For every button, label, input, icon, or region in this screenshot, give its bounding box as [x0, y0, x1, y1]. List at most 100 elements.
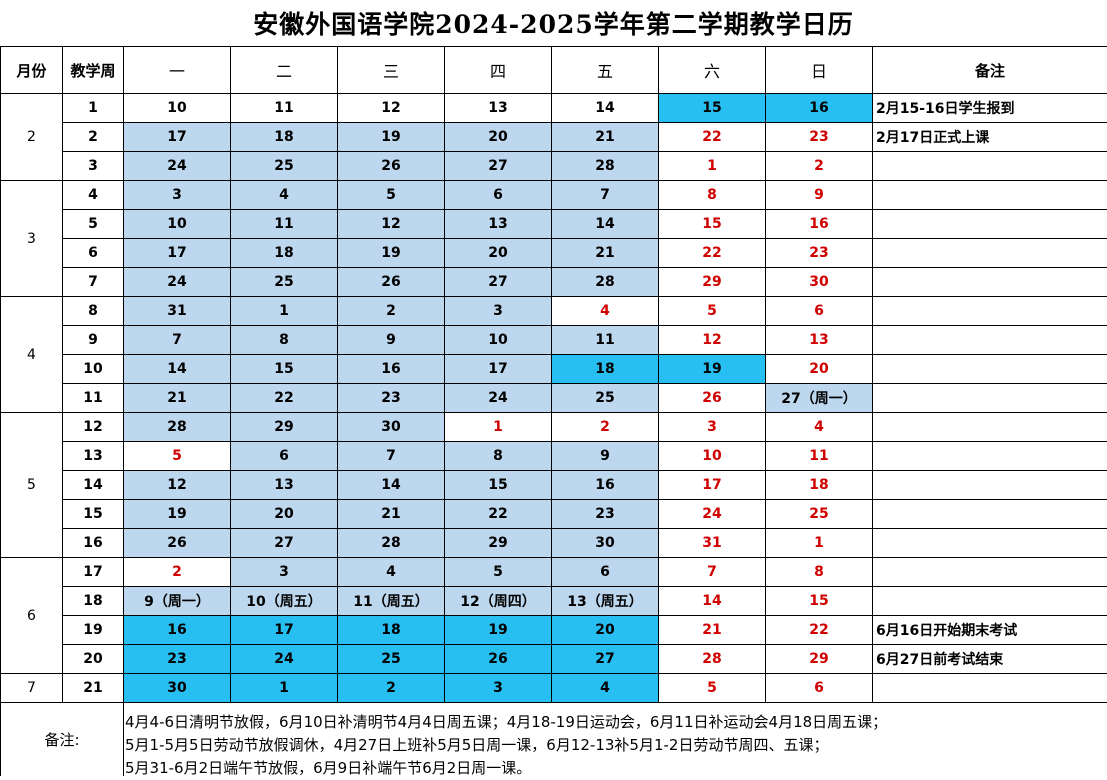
week-number: 20: [62, 644, 124, 674]
day-cell: 16: [765, 209, 873, 239]
day-cell: 7: [337, 441, 445, 471]
day-cell: 18: [230, 122, 338, 152]
month-cell: 3: [0, 180, 63, 297]
day-cell: 2: [123, 557, 231, 587]
week-note: [872, 586, 1107, 616]
header-thu: 四: [444, 46, 552, 94]
week-number: 6: [62, 238, 124, 268]
week-number: 5: [62, 209, 124, 239]
month-cell: 2: [0, 93, 63, 181]
day-cell: 18: [551, 354, 659, 384]
day-cell: 2: [337, 673, 445, 703]
month-cell: 7: [0, 673, 63, 703]
week-note: [872, 209, 1107, 239]
day-cell: 6: [230, 441, 338, 471]
day-cell: 27: [444, 267, 552, 297]
day-cell: 8: [444, 441, 552, 471]
day-cell: 7: [658, 557, 766, 587]
day-cell: 17: [123, 122, 231, 152]
day-cell: 12: [337, 93, 445, 123]
day-cell: 25: [551, 383, 659, 413]
week-note: [872, 325, 1107, 355]
day-cell: 8: [765, 557, 873, 587]
day-cell: 6: [765, 673, 873, 703]
day-cell: 29: [230, 412, 338, 442]
day-cell: 3: [444, 296, 552, 326]
day-cell: 1: [230, 296, 338, 326]
day-cell: 25: [337, 644, 445, 674]
day-cell: 10: [444, 325, 552, 355]
day-cell: 18: [337, 615, 445, 645]
header-wed: 三: [337, 46, 445, 94]
week-note: [872, 412, 1107, 442]
day-cell: 4: [337, 557, 445, 587]
day-cell: 13: [444, 93, 552, 123]
day-cell: 27: [444, 151, 552, 181]
day-cell: 24: [444, 383, 552, 413]
day-cell: 29: [765, 644, 873, 674]
day-cell: 23: [123, 644, 231, 674]
day-cell: 17: [658, 470, 766, 500]
day-cell: 25: [230, 267, 338, 297]
day-cell: 13: [765, 325, 873, 355]
day-cell: 14: [123, 354, 231, 384]
day-cell: 1: [444, 412, 552, 442]
day-cell: 30: [123, 673, 231, 703]
day-cell: 2: [765, 151, 873, 181]
header-notes: 备注: [872, 46, 1107, 94]
week-note: [872, 180, 1107, 210]
day-cell: 5: [658, 296, 766, 326]
day-cell: 18: [230, 238, 338, 268]
day-cell: 15: [230, 354, 338, 384]
week-number: 21: [62, 673, 124, 703]
day-cell: 20: [444, 238, 552, 268]
week-number: 13: [62, 441, 124, 471]
day-cell: 23: [337, 383, 445, 413]
day-cell: 7: [123, 325, 231, 355]
day-cell: 20: [765, 354, 873, 384]
day-cell: 3: [658, 412, 766, 442]
header-sat: 六: [658, 46, 766, 94]
day-cell: 27: [230, 528, 338, 558]
week-number: 11: [62, 383, 124, 413]
day-cell: 26: [337, 267, 445, 297]
day-cell: 21: [337, 499, 445, 529]
day-cell: 2: [337, 296, 445, 326]
day-cell: 24: [123, 151, 231, 181]
week-note: [872, 267, 1107, 297]
week-number: 17: [62, 557, 124, 587]
day-cell: 7: [551, 180, 659, 210]
day-cell: 11: [765, 441, 873, 471]
week-number: 4: [62, 180, 124, 210]
header-mon: 一: [123, 46, 231, 94]
day-cell: 17: [444, 354, 552, 384]
day-cell: 19: [337, 122, 445, 152]
week-note: 6月27日前考试结束: [872, 644, 1107, 674]
week-number: 15: [62, 499, 124, 529]
day-cell: 23: [765, 238, 873, 268]
day-cell: 27（周一）: [765, 383, 873, 413]
day-cell: 16: [123, 615, 231, 645]
day-cell: 28: [123, 412, 231, 442]
week-note: [872, 383, 1107, 413]
day-cell: 26: [337, 151, 445, 181]
day-cell: 31: [123, 296, 231, 326]
day-cell: 15: [444, 470, 552, 500]
day-cell: 28: [551, 151, 659, 181]
day-cell: 9（周一）: [123, 586, 231, 616]
day-cell: 31: [658, 528, 766, 558]
day-cell: 16: [337, 354, 445, 384]
day-cell: 26: [123, 528, 231, 558]
day-cell: 12: [658, 325, 766, 355]
day-cell: 20: [551, 615, 659, 645]
day-cell: 11（周五）: [337, 586, 445, 616]
day-cell: 19: [444, 615, 552, 645]
day-cell: 3: [444, 673, 552, 703]
day-cell: 23: [765, 122, 873, 152]
day-cell: 9: [337, 325, 445, 355]
week-note: [872, 296, 1107, 326]
day-cell: 23: [551, 499, 659, 529]
day-cell: 25: [230, 151, 338, 181]
week-number: 16: [62, 528, 124, 558]
day-cell: 10: [123, 209, 231, 239]
